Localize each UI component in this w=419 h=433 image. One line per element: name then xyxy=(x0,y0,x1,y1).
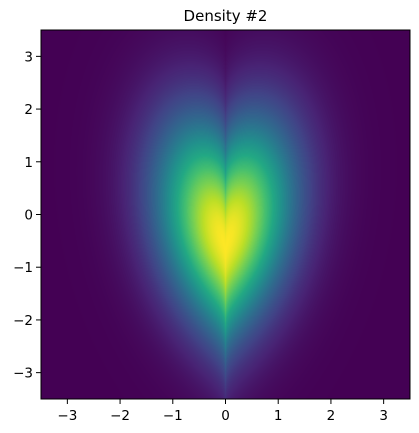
x-tick-label: 3 xyxy=(379,408,388,424)
x-tick-label: −3 xyxy=(57,408,77,424)
density-heatmap xyxy=(41,30,410,399)
y-tick-label: 2 xyxy=(24,102,33,118)
x-tick-label: −1 xyxy=(163,408,183,424)
x-tick-label: 1 xyxy=(274,408,283,424)
y-tick-label: 3 xyxy=(24,49,33,65)
y-tick-label: 0 xyxy=(24,208,33,224)
x-tick-label: −2 xyxy=(110,408,130,424)
axes-border xyxy=(40,29,411,400)
x-tick-label: 2 xyxy=(327,408,336,424)
x-tick-label: 0 xyxy=(221,408,230,424)
y-tick-label: −1 xyxy=(13,260,33,276)
x-axis: −3 −2 −1 0 1 2 3 xyxy=(57,399,388,424)
y-tick-label: −2 xyxy=(13,313,33,329)
y-tick-label: −3 xyxy=(13,366,33,382)
y-axis: −3 −2 −1 0 1 2 3 xyxy=(13,49,41,382)
axes-frame xyxy=(40,29,411,400)
y-tick-label: 1 xyxy=(24,155,33,171)
chart-title: Density #2 xyxy=(184,7,268,25)
